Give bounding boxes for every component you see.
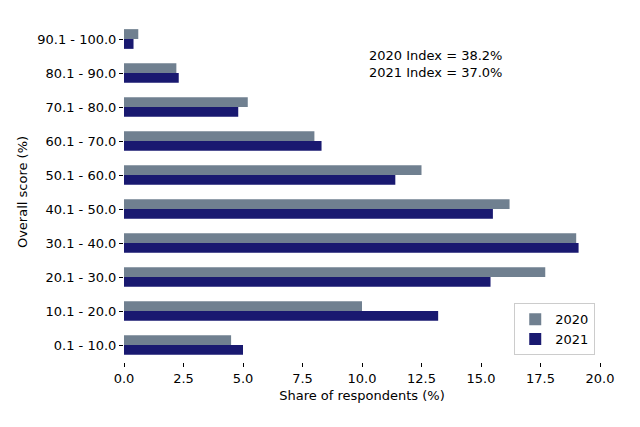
svg-text:Overall score (%): Overall score (%) <box>15 136 30 248</box>
svg-text:10.0: 10.0 <box>348 371 377 386</box>
svg-text:70.1 - 80.0: 70.1 - 80.0 <box>46 100 117 115</box>
svg-text:40.1 - 50.0: 40.1 - 50.0 <box>46 202 117 217</box>
svg-text:20.0: 20.0 <box>586 371 615 386</box>
svg-text:Share of respondents (%): Share of respondents (%) <box>279 388 445 403</box>
svg-text:10.1 - 20.0: 10.1 - 20.0 <box>46 304 117 319</box>
svg-text:5.0: 5.0 <box>233 371 254 386</box>
svg-text:2020: 2020 <box>555 312 588 327</box>
svg-text:7.5: 7.5 <box>292 371 313 386</box>
svg-text:12.5: 12.5 <box>407 371 436 386</box>
svg-text:0.1 - 10.0: 0.1 - 10.0 <box>54 338 117 353</box>
svg-text:15.0: 15.0 <box>467 371 496 386</box>
svg-text:17.5: 17.5 <box>526 371 555 386</box>
svg-text:60.1 - 70.0: 60.1 - 70.0 <box>46 134 117 149</box>
svg-text:80.1 - 90.0: 80.1 - 90.0 <box>46 66 117 81</box>
svg-text:30.1 - 40.0: 30.1 - 40.0 <box>46 236 117 251</box>
svg-text:20.1 - 30.0: 20.1 - 30.0 <box>46 270 117 285</box>
svg-text:50.1 - 60.0: 50.1 - 60.0 <box>46 168 117 183</box>
svg-text:2020 Index = 38.2%2021 Index =: 2020 Index = 38.2%2021 Index = 37.0% <box>369 48 502 80</box>
svg-text:90.1 - 100.0: 90.1 - 100.0 <box>37 32 116 47</box>
svg-text:2.5: 2.5 <box>173 371 194 386</box>
svg-text:2021: 2021 <box>555 332 588 347</box>
svg-text:0.0: 0.0 <box>114 371 135 386</box>
